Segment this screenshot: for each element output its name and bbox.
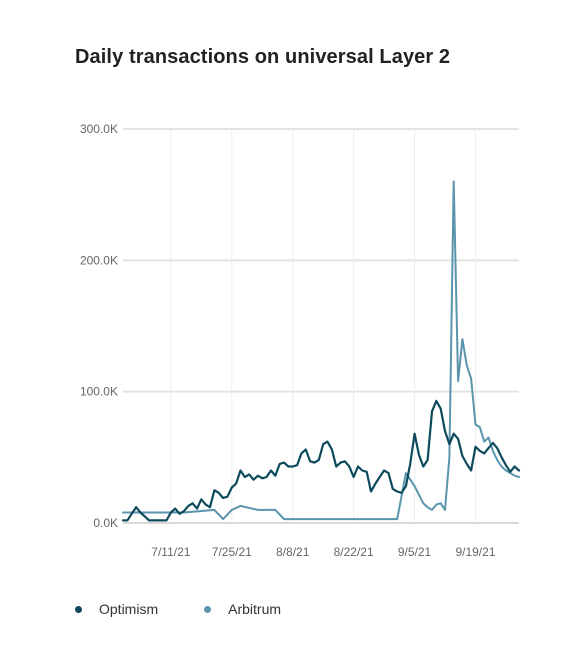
legend: Optimism Arbitrum: [75, 601, 327, 617]
grid-lines: [123, 128, 519, 524]
y-tick-label: 100.0K: [80, 385, 118, 399]
x-tick-label: 9/19/21: [455, 545, 495, 559]
x-tick-label: 7/25/21: [212, 545, 252, 559]
x-tick-label: 8/22/21: [334, 545, 374, 559]
y-tick-label: 0.0K: [93, 516, 118, 530]
x-tick-label: 9/5/21: [398, 545, 432, 559]
legend-label-arbitrum: Arbitrum: [228, 601, 282, 617]
x-tick-label: 8/8/21: [276, 545, 310, 559]
legend-item-optimism[interactable]: Optimism: [75, 601, 158, 617]
x-tick-label: 7/11/21: [151, 545, 190, 559]
series-line-arbitrum: [122, 180, 520, 521]
series-line-optimism: [121, 399, 521, 522]
legend-marker-optimism: [75, 605, 82, 613]
y-tick-label: 200.0K: [80, 253, 118, 267]
line-chart: 0.0K 100.0K 200.0K 300.0K 7/11/21 7/25/21 8/8/…: [80, 122, 521, 559]
chart-title: Daily transactions on universal Layer 2: [75, 46, 451, 68]
series-lines: [121, 180, 521, 522]
y-tick-label: 300.0K: [80, 122, 118, 136]
axis-labels: 0.0K 100.0K 200.0K 300.0K 7/11/21 7/25/21 8/8/…: [80, 122, 496, 559]
legend-item-arbitrum[interactable]: Arbitrum: [204, 601, 281, 617]
legend-label-optimism: Optimism: [99, 601, 159, 617]
legend-marker-arbitrum: [204, 605, 212, 613]
